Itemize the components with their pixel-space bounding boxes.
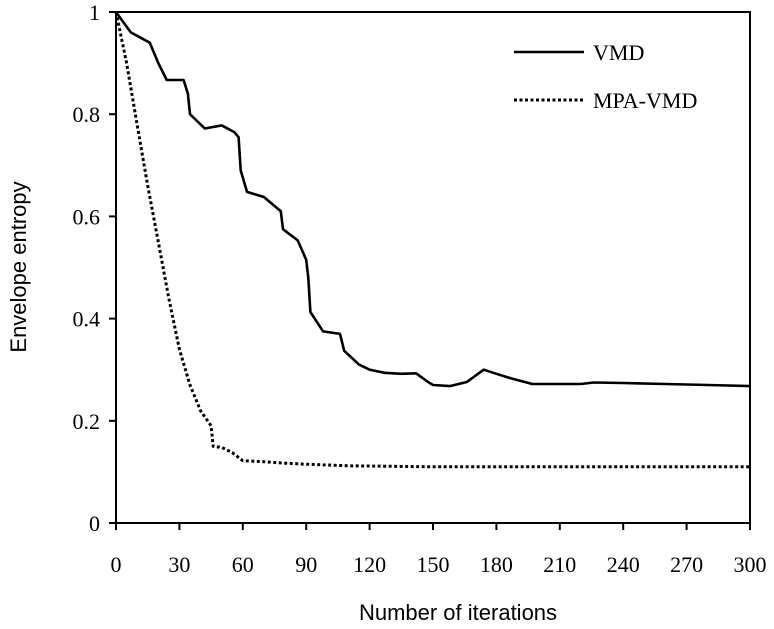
x-axis-label: Number of iterations <box>359 600 557 625</box>
y-axis-label: Envelope entropy <box>6 181 31 352</box>
series-line-vmd <box>114 11 751 388</box>
y-tick-label: 0 <box>89 511 100 536</box>
x-tick-label: 180 <box>480 552 513 577</box>
y-tick-label: 0.8 <box>73 102 101 127</box>
x-tick-label: 120 <box>353 552 386 577</box>
y-tick-label: 0.4 <box>73 307 101 332</box>
x-tick-label: 150 <box>417 552 450 577</box>
series-layer <box>114 11 751 469</box>
x-tick-label: 240 <box>607 552 640 577</box>
legend-label-mpa-vmd: MPA-VMD <box>593 88 697 113</box>
y-tick-label: 0.6 <box>73 204 101 229</box>
y-axis-ticks: 0 0.2 0.4 0.6 0.8 1 <box>73 0 116 536</box>
series-line-mpa-vmd <box>114 11 750 469</box>
x-axis-ticks: 0 30 60 90 120 150 180 210 240 270 300 <box>111 523 767 577</box>
x-tick-label: 300 <box>734 552 767 577</box>
x-tick-label: 30 <box>168 552 190 577</box>
x-tick-label: 0 <box>111 552 122 577</box>
y-tick-label: 1 <box>89 0 100 25</box>
y-tick-label: 0.2 <box>73 409 101 434</box>
x-tick-label: 210 <box>543 552 576 577</box>
x-tick-label: 90 <box>295 552 317 577</box>
x-tick-label: 270 <box>670 552 703 577</box>
legend-label-vmd: VMD <box>593 40 644 65</box>
x-tick-label: 60 <box>232 552 254 577</box>
legend: VMD MPA-VMD <box>514 40 697 113</box>
